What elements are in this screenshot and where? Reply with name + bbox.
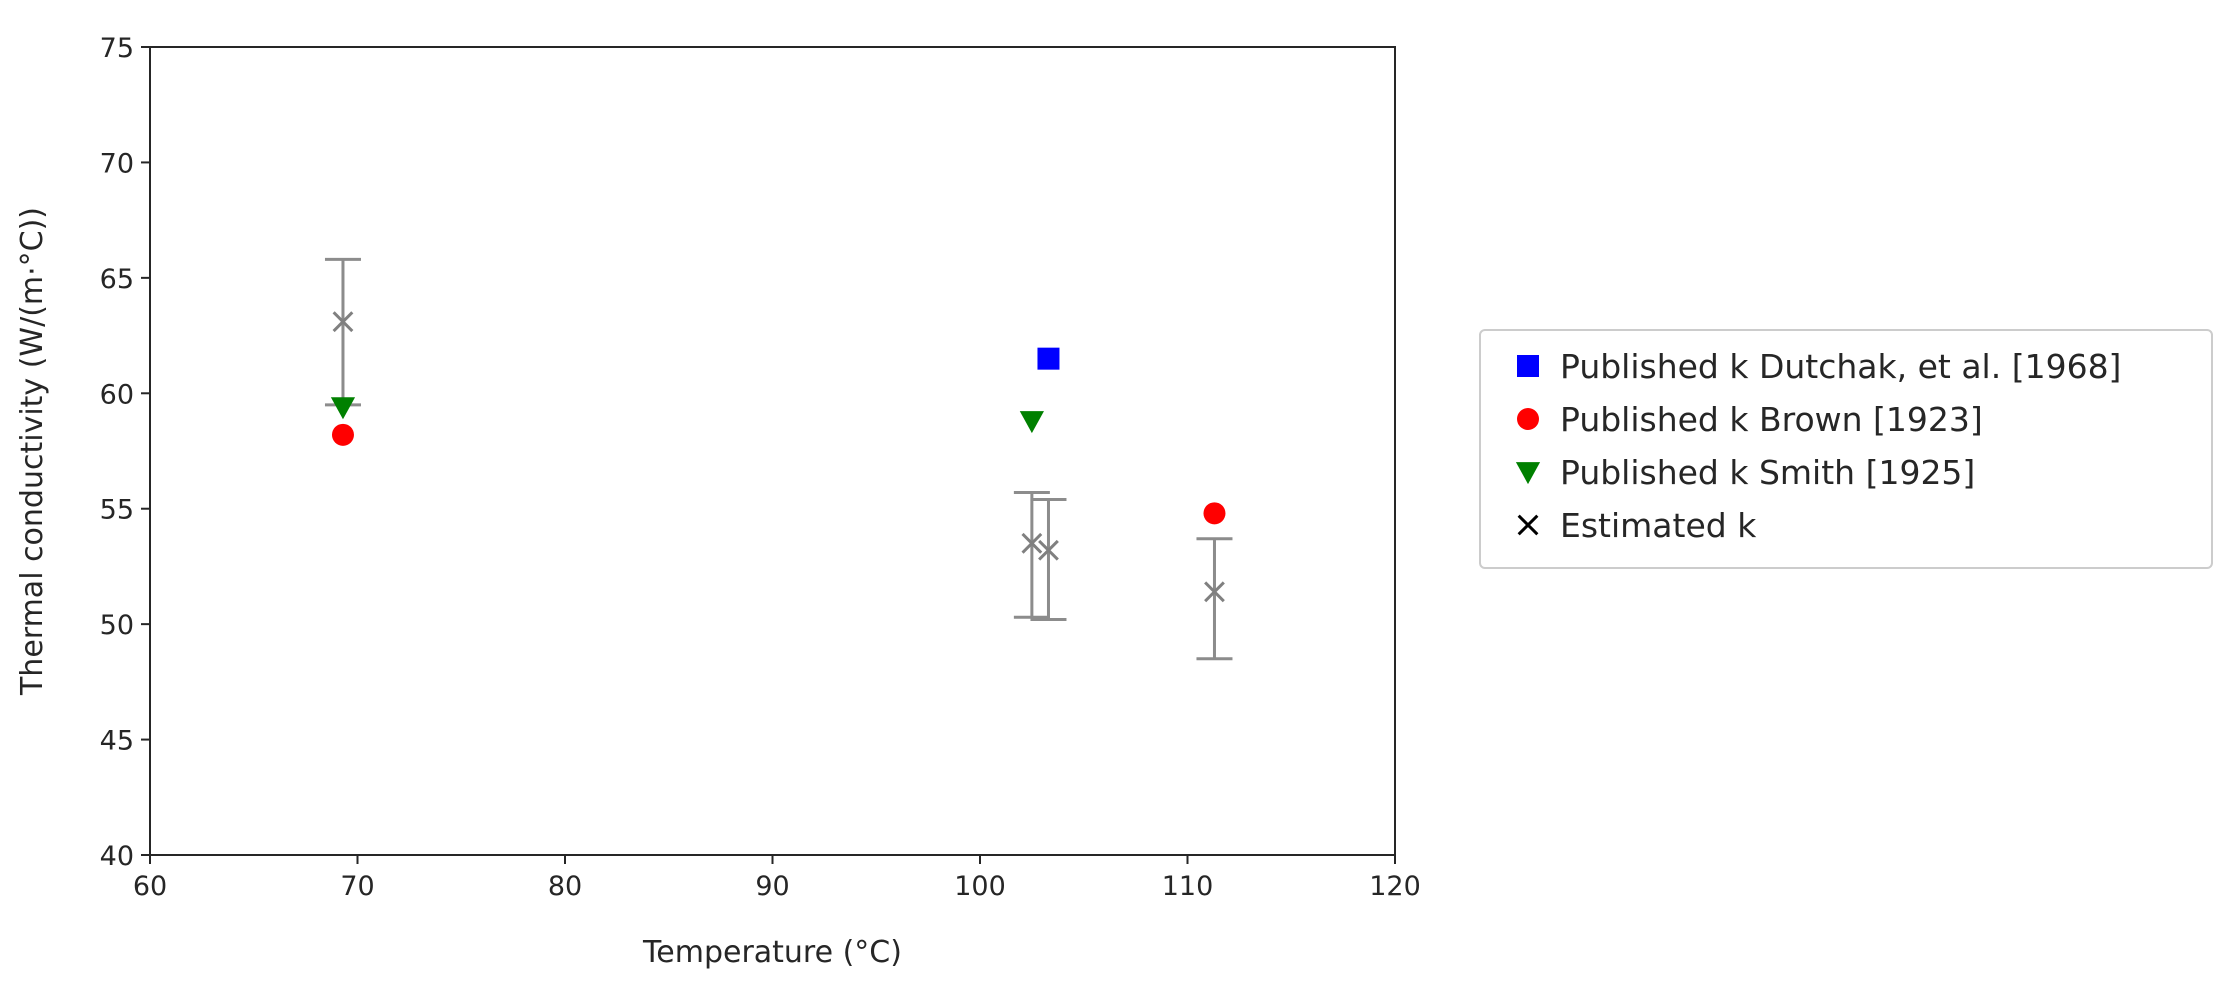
data-point-series-3: [1204, 581, 1225, 603]
x-axis-title: Temperature (°C): [642, 935, 902, 970]
legend-marker: [1517, 514, 1539, 536]
error-bar: [1013, 491, 1050, 619]
x-marker-stroke: [1517, 514, 1539, 536]
x-marker-stroke: [1021, 532, 1043, 554]
legend-box: [1479, 329, 2213, 569]
x-tick-label: 100: [954, 871, 1006, 902]
y-tick-label: 60: [100, 379, 134, 410]
y-tick-label: 75: [100, 33, 134, 64]
y-tick-label: 50: [100, 610, 134, 641]
data-point-series-3: [332, 311, 354, 333]
data-point-series-1: [331, 423, 354, 446]
x-tick-label: 60: [133, 871, 167, 902]
y-tick-label: 70: [100, 148, 134, 179]
axis-ticks: 60 70 80 90 100 110 120 40 45 50 55 60 65 70 75: [100, 33, 1421, 902]
error-bar: [1196, 537, 1233, 661]
data-points: [324, 257, 1233, 661]
legend-marker: [1517, 355, 1539, 377]
legend: Published k Dutchak, et al. [1968] Publis…: [1479, 329, 2213, 569]
x-tick-label: 120: [1369, 871, 1421, 902]
data-point-series-2: [1019, 411, 1044, 434]
y-tick-label: 65: [100, 264, 134, 295]
x-tick-label: 70: [340, 871, 374, 902]
plot-frame: [149, 46, 1396, 856]
data-point-series-3: [1021, 532, 1043, 554]
data-point-series-2: [330, 397, 356, 420]
legend-label: Published k Smith [1925]: [1560, 453, 1975, 492]
legend-marker: [1515, 462, 1541, 485]
y-tick-label: 45: [100, 726, 134, 757]
error-bar: [1030, 497, 1067, 622]
data-point-series-3: [1038, 539, 1059, 561]
y-tick-label: 40: [100, 841, 134, 872]
x-tick-label: 80: [548, 871, 582, 902]
legend-label: Published k Brown [1923]: [1560, 400, 1983, 439]
x-marker-stroke: [1204, 581, 1225, 603]
error-bar: [324, 257, 361, 407]
data-point-series-0: [1037, 347, 1060, 370]
data-point-series-1: [1203, 502, 1226, 525]
y-axis-title: Thermal conductivity (W/(m·°C)): [15, 207, 50, 696]
x-marker-stroke: [1038, 539, 1059, 561]
x-tick-label: 90: [755, 871, 789, 902]
legend-label: Published k Dutchak, et al. [1968]: [1560, 347, 2121, 386]
legend-marker: [1517, 408, 1539, 430]
legend-label: Estimated k: [1560, 506, 1757, 545]
x-tick-label: 110: [1162, 871, 1214, 902]
x-marker-stroke: [332, 311, 354, 333]
y-tick-label: 55: [100, 495, 134, 526]
